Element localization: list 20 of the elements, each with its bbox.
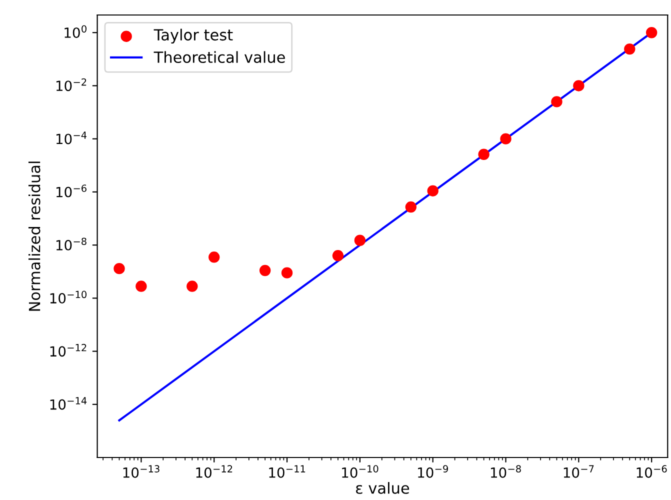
y-tick-label: 10$^{−4}$ bbox=[56, 132, 87, 144]
x-tick-label: 10$^{−11}$ bbox=[269, 465, 306, 478]
x-axis-title: ε value bbox=[356, 482, 410, 494]
y-tick-label: 10$^{−2}$ bbox=[56, 78, 86, 92]
x-tick-label: 10$^{−7}$ bbox=[564, 465, 594, 478]
x-tick-label: 10$^{−13}$ bbox=[123, 465, 160, 478]
y-tick-label: 10$^{−6}$ bbox=[56, 184, 86, 198]
y-tick-label: 10$^{−14}$ bbox=[50, 397, 87, 410]
x-tick-label: 10$^{−10}$ bbox=[342, 465, 378, 478]
x-tick-label: 10$^{−9}$ bbox=[418, 465, 448, 478]
x-tick-label: 10$^{−8}$ bbox=[490, 465, 521, 478]
y-tick-label: 10$^{−10}$ bbox=[50, 290, 86, 304]
y-axis-title: Normalized residual bbox=[28, 162, 40, 311]
y-tick-label: 10$^{−12}$ bbox=[50, 344, 86, 357]
x-tick-label: 10$^{−6}$ bbox=[636, 465, 667, 478]
y-tick-label: 10$^{−8}$ bbox=[56, 238, 86, 250]
legend-label: Theoretical value bbox=[154, 51, 285, 63]
x-tick-label: 10$^{−12}$ bbox=[196, 465, 232, 478]
y-tick-label: 10$^{0}$ bbox=[64, 25, 86, 38]
legend-label: Taylor test bbox=[154, 28, 233, 44]
